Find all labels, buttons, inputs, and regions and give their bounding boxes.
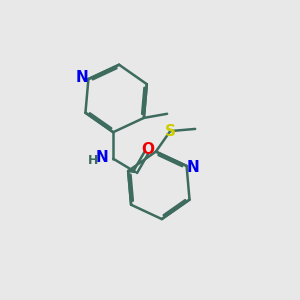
Text: S: S	[165, 124, 176, 139]
Text: O: O	[141, 142, 154, 158]
Text: N: N	[76, 70, 88, 85]
Text: N: N	[187, 160, 200, 175]
Text: H: H	[88, 154, 98, 167]
Text: N: N	[96, 150, 108, 165]
